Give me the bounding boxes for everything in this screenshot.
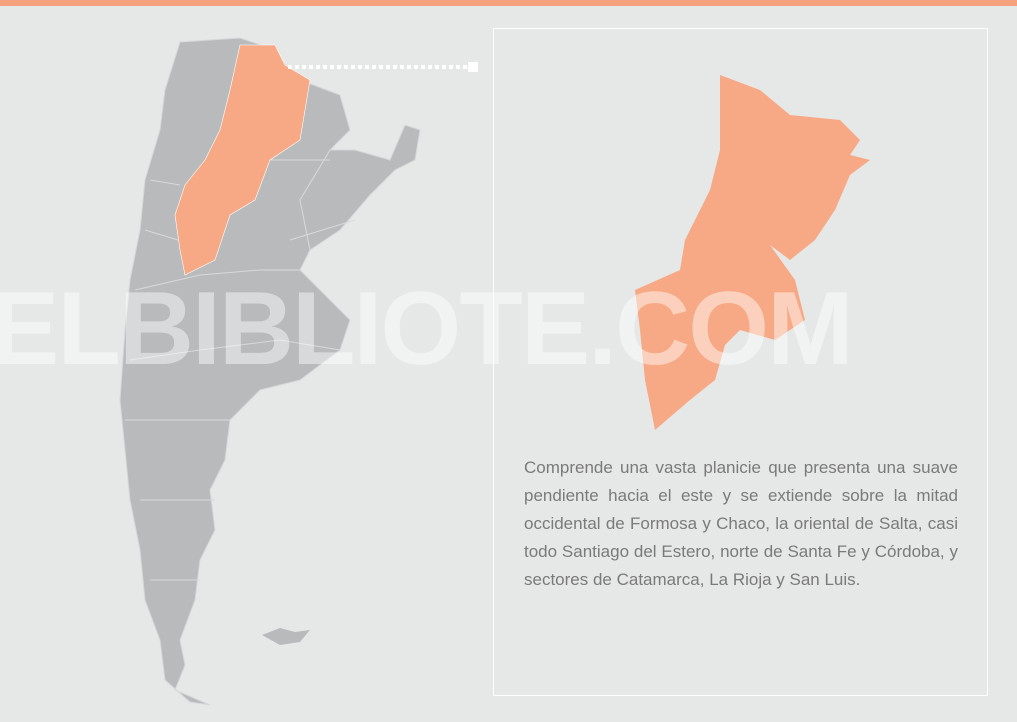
islands xyxy=(262,628,310,645)
highlighted-region xyxy=(174,44,311,276)
watermark: ELBIBLIOTE.COM xyxy=(0,271,854,387)
top-bar xyxy=(0,0,1017,6)
region-detail xyxy=(635,75,870,430)
region-description: Comprende una vasta planicie que present… xyxy=(524,458,958,589)
connector-end xyxy=(468,62,478,72)
detail-box xyxy=(493,28,988,696)
province-borders xyxy=(125,149,356,581)
